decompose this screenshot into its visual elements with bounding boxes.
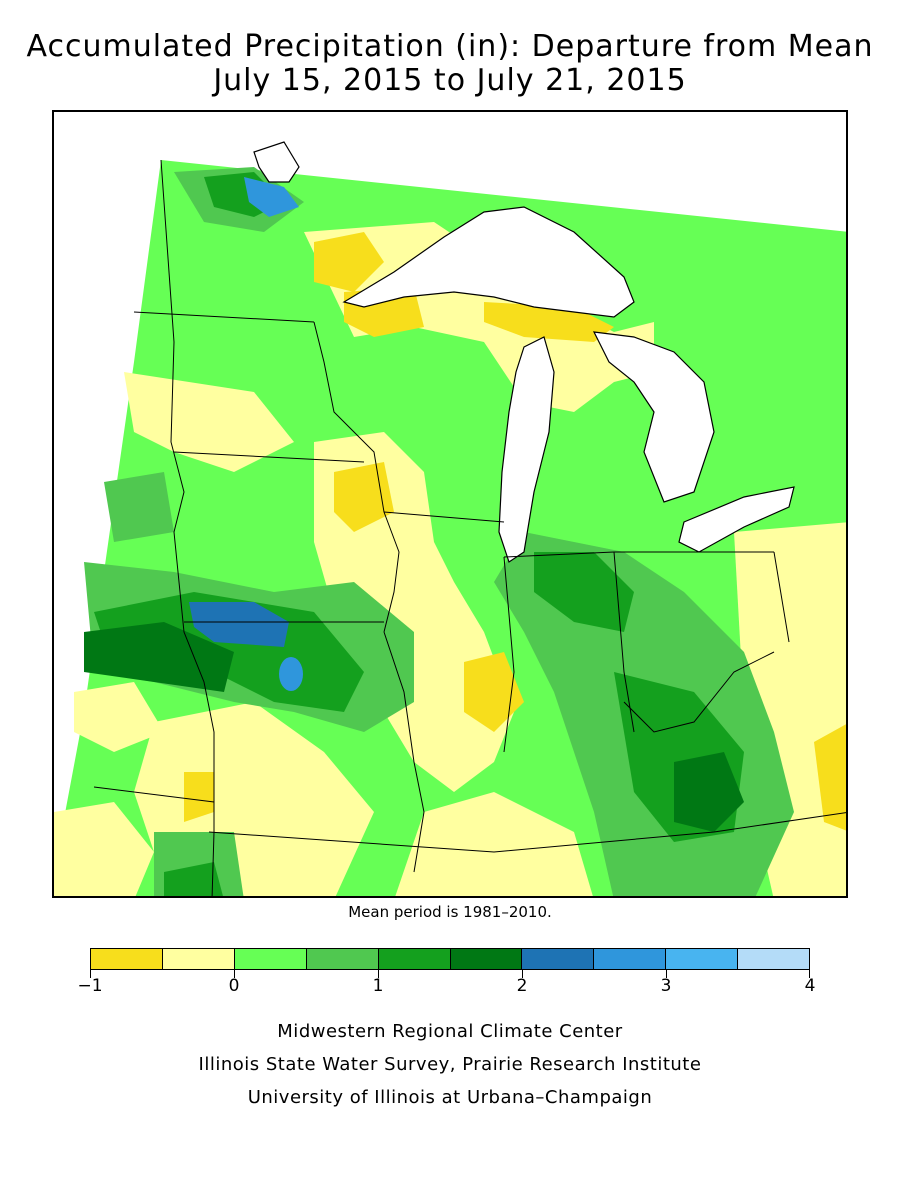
legend-tick-label: −1	[77, 976, 103, 996]
date-range-subtitle: July 15, 2015 to July 21, 2015	[213, 63, 687, 98]
legend-swatch	[522, 949, 595, 969]
band-light-yellow	[395, 792, 593, 896]
legend-tick	[809, 970, 810, 978]
legend-tick	[378, 970, 379, 978]
legend-tick-label: 1	[372, 976, 384, 996]
legend-tick	[666, 970, 667, 978]
band-light-yellow	[304, 222, 654, 412]
band-yellow	[314, 232, 384, 292]
legend-swatch	[738, 949, 810, 969]
lake-michigan	[498, 336, 555, 563]
legend-tick-label: 2	[516, 976, 528, 996]
legend-swatch	[378, 949, 451, 969]
band-medium-green	[104, 472, 174, 542]
legend-tick	[522, 970, 523, 978]
lake-superior	[342, 206, 635, 318]
legend-tick-label: 3	[660, 976, 672, 996]
legend-swatch	[666, 949, 739, 969]
band-dark-green	[164, 862, 223, 896]
mean-period-note: Mean period is 1981–2010.	[348, 903, 552, 921]
band-blue	[244, 177, 299, 217]
legend-tick-label: 0	[228, 976, 240, 996]
map-title: Accumulated Precipitation (in): Departur…	[26, 29, 874, 64]
legend-swatch	[594, 949, 667, 969]
legend-tick	[90, 970, 91, 978]
legend-ticks	[90, 970, 810, 982]
legend-swatch	[306, 949, 379, 969]
band-darkest-green	[674, 752, 744, 832]
band-yellow	[184, 772, 214, 822]
band-darkest-green	[84, 622, 234, 692]
band-dark-green	[534, 552, 634, 632]
lake-erie	[678, 486, 795, 553]
legend-tick	[234, 970, 235, 978]
color-legend	[90, 948, 810, 970]
state-boundaries	[93, 159, 846, 896]
legend-swatch	[162, 949, 235, 969]
legend-swatch	[91, 949, 163, 969]
credit-mrcc: Midwestern Regional Climate Center	[277, 1021, 623, 1042]
band-light-yellow	[74, 682, 164, 752]
band-light-yellow	[124, 372, 294, 472]
lake-huron	[592, 331, 715, 503]
lake-of-the-woods	[253, 141, 300, 183]
credit-university: University of Illinois at Urbana–Champai…	[247, 1087, 653, 1108]
legend-swatch	[450, 949, 523, 969]
precipitation-map	[52, 110, 848, 898]
band-light-yellow	[54, 802, 154, 896]
map-canvas	[54, 141, 846, 896]
band-blue	[189, 602, 289, 647]
legend-swatch	[234, 949, 307, 969]
credit-isws: Illinois State Water Survey, Prairie Res…	[198, 1054, 702, 1075]
band-yellow	[814, 724, 846, 831]
band-blue	[279, 657, 303, 691]
legend-tick-label: 4	[804, 976, 816, 996]
